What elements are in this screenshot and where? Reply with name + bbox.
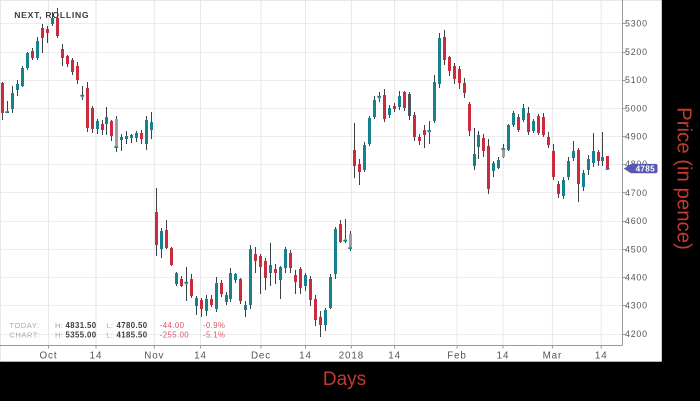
svg-text:5000: 5000	[625, 103, 648, 113]
svg-text:4185.50: 4185.50	[117, 330, 148, 339]
svg-text:2018: 2018	[339, 350, 364, 361]
svg-text:Nov: Nov	[144, 350, 164, 361]
svg-text:14: 14	[194, 350, 207, 361]
svg-text:4785: 4785	[636, 165, 656, 174]
svg-text:Feb: Feb	[447, 350, 467, 361]
svg-text:-0.9%: -0.9%	[203, 321, 225, 330]
svg-text:4600: 4600	[625, 216, 648, 226]
svg-text:NEXT, ROLLING: NEXT, ROLLING	[14, 10, 89, 20]
svg-text:4831.50: 4831.50	[66, 321, 97, 330]
svg-text:L:: L:	[106, 321, 113, 330]
svg-text:14: 14	[497, 350, 510, 361]
svg-text:14: 14	[299, 350, 312, 361]
svg-text:5355.00: 5355.00	[66, 330, 97, 339]
svg-text:-5.1%: -5.1%	[203, 330, 225, 339]
svg-text:Price (in pence): Price (in pence)	[673, 107, 695, 250]
svg-text:4900: 4900	[625, 132, 648, 142]
svg-text:5100: 5100	[625, 75, 648, 85]
svg-text:-44.00: -44.00	[160, 321, 185, 330]
svg-text:4700: 4700	[625, 188, 648, 198]
svg-text:4300: 4300	[625, 301, 648, 311]
svg-text:Dec: Dec	[251, 350, 271, 361]
svg-text:4500: 4500	[625, 244, 648, 254]
svg-text:14: 14	[388, 350, 401, 361]
svg-text:Mar: Mar	[543, 350, 563, 361]
svg-text:5200: 5200	[625, 47, 648, 57]
svg-text:4780.50: 4780.50	[117, 321, 148, 330]
svg-text:H:: H:	[55, 321, 63, 330]
svg-text:Oct: Oct	[40, 350, 58, 361]
svg-text:TODAY:: TODAY:	[9, 321, 39, 330]
svg-text:4400: 4400	[625, 273, 648, 283]
svg-text:H:: H:	[55, 330, 63, 339]
svg-text:Days: Days	[323, 369, 366, 390]
svg-text:L:: L:	[106, 330, 113, 339]
svg-text:5300: 5300	[625, 19, 648, 29]
svg-text:-255.00: -255.00	[160, 330, 190, 339]
svg-text:CHART:: CHART:	[9, 330, 39, 339]
svg-text:14: 14	[90, 350, 103, 361]
svg-text:4200: 4200	[625, 329, 648, 339]
svg-text:14: 14	[595, 350, 608, 361]
